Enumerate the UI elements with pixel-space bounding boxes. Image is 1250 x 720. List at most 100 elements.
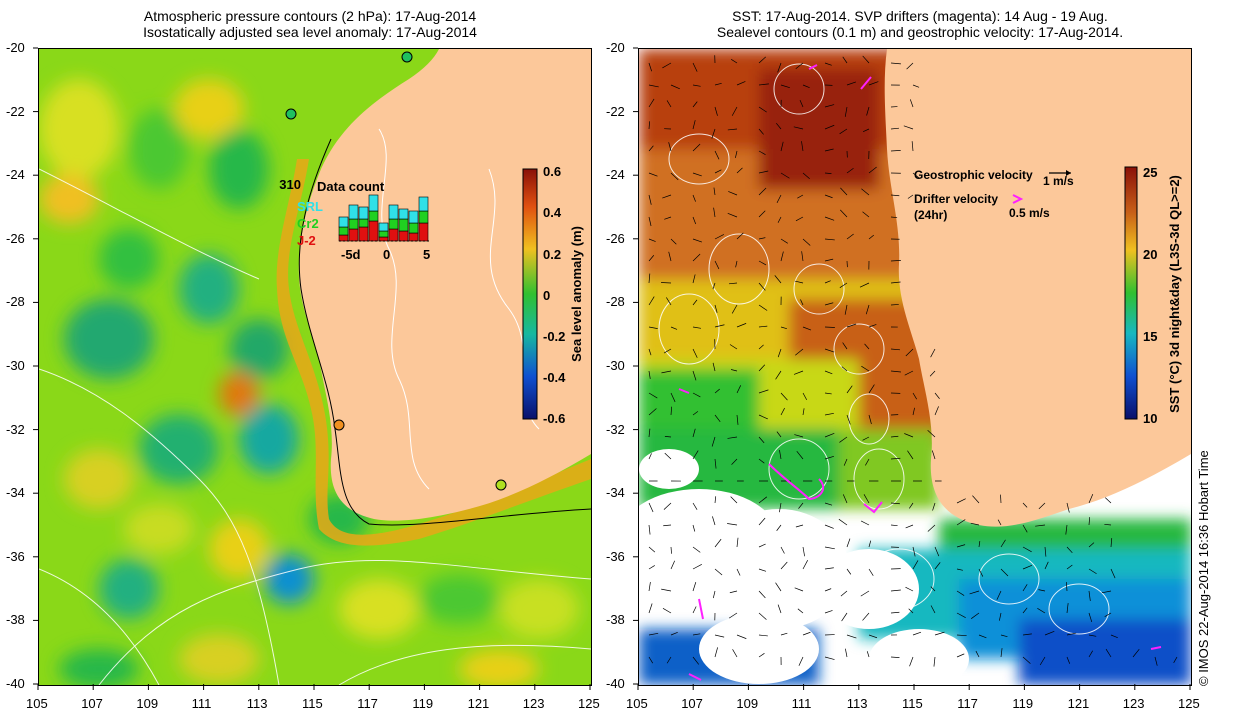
velocity-vector <box>846 167 854 174</box>
right-x-tick-label: 125 <box>1178 696 1200 711</box>
velocity-vector <box>663 348 672 354</box>
sla-tick-6: -0.6 <box>543 411 565 426</box>
velocity-vector <box>930 586 936 592</box>
velocity-vector <box>890 304 899 306</box>
velocity-vector <box>735 260 738 268</box>
velocity-vector <box>1088 634 1097 637</box>
velocity-vector <box>1044 561 1049 570</box>
sea-level-anomaly-map: Data count 310 SRL Cr2 J-2 -5d 0 5 <box>38 48 592 686</box>
velocity-vector <box>824 502 833 506</box>
velocity-vector <box>996 590 1002 600</box>
velocity-vector <box>911 141 914 152</box>
velocity-vector <box>712 362 716 372</box>
velocity-vector <box>670 238 677 245</box>
velocity-vector <box>999 612 1002 621</box>
velocity-vector <box>796 450 804 460</box>
velocity-vector <box>975 650 980 658</box>
velocity-vector <box>824 172 832 174</box>
velocity-vector <box>801 141 804 152</box>
velocity-vector <box>714 82 722 86</box>
right-title: SST: 17-Aug-2014. SVP drifters (magenta)… <box>640 8 1200 40</box>
right-x-tick-label: 109 <box>736 696 759 711</box>
left-y-tick-label: -22 <box>6 103 25 119</box>
velocity-vector <box>664 452 672 460</box>
velocity-vector <box>934 546 940 557</box>
velocity-vector <box>758 543 766 548</box>
velocity-vector <box>692 348 698 358</box>
velocity-vector <box>868 166 877 174</box>
velocity-vector <box>802 546 805 557</box>
left-y-tick-label: -38 <box>6 612 25 628</box>
legend-j2: J-2 <box>297 233 316 248</box>
velocity-vector <box>1022 633 1032 636</box>
velocity-vector <box>1104 497 1112 504</box>
velocity-vector <box>777 62 782 73</box>
velocity-vector <box>727 436 738 439</box>
velocity-vector <box>758 187 767 196</box>
velocity-vector <box>692 238 703 243</box>
velocity-vector <box>736 81 746 86</box>
velocity-vector <box>1104 523 1112 526</box>
inset-xtick-1: 0 <box>383 247 390 262</box>
velocity-vector <box>774 275 782 284</box>
velocity-vector <box>648 194 652 205</box>
velocity-vector <box>648 428 651 438</box>
velocity-vector <box>1066 632 1077 636</box>
velocity-vector <box>842 56 848 64</box>
velocity-vector <box>692 606 697 614</box>
velocity-vector <box>692 120 696 130</box>
velocity-vector <box>692 582 697 592</box>
right-title-line1: SST: 17-Aug-2014. SVP drifters (magenta)… <box>732 8 1108 24</box>
right-title-line2: Sealevel contours (0.1 m) and geostrophi… <box>716 24 1124 40</box>
data-count-inset: Data count 310 SRL Cr2 J-2 -5d 0 5 <box>279 177 431 262</box>
velocity-vector <box>840 187 848 196</box>
velocity-vector <box>956 653 965 658</box>
velocity-vector <box>648 524 651 535</box>
velocity-vector <box>648 273 651 284</box>
velocity-vector <box>777 216 782 223</box>
inset-bar <box>388 204 399 220</box>
velocity-vector <box>714 647 718 658</box>
legend-drifter-scale: 0.5 m/s <box>1009 206 1050 220</box>
velocity-vector <box>692 370 697 381</box>
velocity-vector <box>758 458 765 464</box>
velocity-vector <box>736 323 747 328</box>
velocity-vector <box>1022 584 1028 592</box>
velocity-vector <box>666 297 672 306</box>
velocity-vector <box>1044 631 1055 636</box>
velocity-vector <box>890 370 901 373</box>
velocity-vector <box>863 494 870 504</box>
velocity-vector <box>912 407 915 416</box>
velocity-vector <box>780 546 785 554</box>
velocity-vector <box>730 369 738 372</box>
velocity-vector <box>824 567 834 570</box>
velocity-vector <box>662 62 672 69</box>
velocity-vector <box>890 348 901 351</box>
velocity-vector <box>824 280 831 284</box>
velocity-vector <box>777 348 782 358</box>
velocity-vector <box>824 432 835 438</box>
velocity-vector <box>648 62 652 72</box>
left-x-tick-label: 119 <box>412 696 434 711</box>
velocity-vector <box>824 610 833 614</box>
velocity-vector <box>714 304 718 313</box>
velocity-vector <box>841 612 848 622</box>
velocity-vector <box>780 561 788 570</box>
legend-srl: SRL <box>297 199 323 214</box>
velocity-vector <box>799 100 804 108</box>
velocity-vector <box>838 518 848 526</box>
velocity-vector <box>912 84 920 88</box>
velocity-vector <box>824 258 834 262</box>
velocity-vector <box>890 62 901 65</box>
velocity-vector <box>670 326 678 330</box>
velocity-vector <box>862 211 870 218</box>
velocity-vector <box>692 84 701 87</box>
inset-bar <box>368 194 379 212</box>
velocity-vector <box>714 414 721 422</box>
velocity-vector <box>824 588 832 592</box>
inset-title: Data count <box>317 179 385 194</box>
velocity-vector <box>728 191 738 196</box>
velocity-vector <box>777 604 782 614</box>
velocity-vector <box>648 238 656 242</box>
velocity-vector <box>795 62 804 70</box>
